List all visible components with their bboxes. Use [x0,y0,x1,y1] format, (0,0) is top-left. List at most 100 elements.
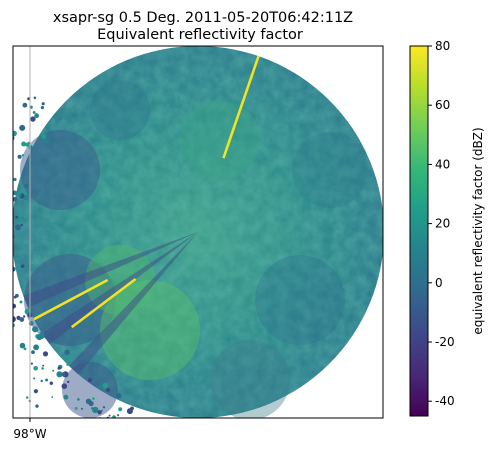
clutter-speckle [41,367,44,370]
clutter-speckle [105,387,110,392]
clutter-speckle [52,369,55,372]
chart-subtitle: Equivalent reflectivity factor [97,27,303,43]
reflectivity-field [13,46,383,418]
interference-spike [70,277,137,329]
clutter-speckle [15,257,18,261]
clutter-speckle [19,342,26,349]
x-tick-label: 98°W [13,427,46,441]
colorbar-tick-label: -20 [435,335,455,349]
clutter-speckle [102,382,109,389]
clutter-speckle [87,377,93,383]
chart-title: xsapr-sg 0.5 Deg. 2011-05-20T06:42:11Z [53,10,353,26]
clutter-speckle [40,379,43,383]
clutter-speckle [5,180,8,183]
clutter-speckle [13,303,17,309]
clutter-speckle [5,162,10,167]
clutter-speckle [101,409,103,412]
colorbar: 80 60 40 20 0 -20 -40 equivalent reflectivity … [409,39,485,417]
clutter-speckle [130,406,134,411]
clutter-speckle [63,394,69,400]
clutter-speckle [108,414,111,417]
colorbar-ticks: 80 60 40 20 0 -20 -40 [428,39,455,408]
clutter-speckle [0,286,3,291]
clutter-speckle [2,303,6,307]
clutter-speckle [33,344,39,351]
clutter-speckle [19,317,25,322]
echo-patch [210,340,290,418]
echo-patch [100,280,200,380]
clutter-speckle [24,183,29,188]
clutter-speckle [40,331,45,336]
clutter-speckle [0,193,1,197]
echo-patch [62,362,118,418]
clutter-speckle [42,364,45,367]
clutter-speckle [22,102,28,108]
clutter-speckle [56,124,59,127]
clutter-speckle [31,350,35,354]
clutter-speckles [0,96,134,421]
clutter-speckle [61,383,68,390]
clutter-speckle [13,130,17,137]
beam-blockage-wedge [68,232,198,375]
clutter-speckle [57,366,61,370]
clutter-speckle [51,396,54,398]
clutter-speckle [13,266,16,272]
clutter-speckle [49,381,53,385]
clutter-speckle [0,281,5,287]
clutter-speckle [19,213,23,218]
clutter-speckle [3,219,7,223]
clutter-speckle [45,378,49,382]
echo-patch [20,130,100,210]
clutter-speckle [25,142,30,147]
beam-blockage-wedge [42,232,198,344]
clutter-speckle [21,141,27,147]
echo-patch [90,80,150,140]
ppi-plot-area [0,46,383,421]
clutter-speckle [27,97,31,101]
clutter-speckle [17,154,22,159]
clutter-speckle [10,269,12,271]
colorbar-tick-label: 20 [435,217,450,231]
clutter-speckle [1,279,5,283]
clutter-speckle [66,362,70,366]
clutter-speckle [117,414,120,417]
clutter-speckle [81,419,83,421]
clutter-speckle [13,316,16,323]
clutter-speckle [41,102,45,106]
clutter-speckle [118,407,123,412]
clutter-speckle [33,366,38,371]
interference-spike [33,278,109,321]
clutter-speckle [5,319,9,323]
plot-frame [12,45,384,419]
clutter-speckle [23,315,26,318]
clutter-speckle [80,372,83,375]
clutter-speckle [44,139,49,144]
clutter-speckle [1,312,3,314]
colorbar-tick-label: 60 [435,98,450,112]
clutter-speckle [20,264,25,269]
clutter-speckle [23,347,27,351]
clutter-speckle [41,133,47,139]
clutter-speckle [97,410,102,415]
clutter-speckle [77,398,80,401]
clutter-speckle [32,111,36,114]
echo-patch [292,132,368,208]
clutter-speckle [80,407,84,410]
clutter-speckle [61,372,66,377]
clutter-speckle [20,223,23,227]
clutter-speckle [88,400,94,407]
interference-spikes [33,55,260,329]
clutter-speckle [33,96,37,100]
clutter-speckle [19,300,23,304]
clutter-speckle [2,286,6,290]
clutter-speckle [7,259,11,263]
clutter-speckle [33,377,36,380]
clutter-speckle [67,380,70,384]
clutter-speckle [92,406,99,414]
clutter-speckle [102,406,106,409]
clutter-speckle [14,224,22,231]
clutter-speckle [74,407,78,410]
clutter-speckle [30,116,36,122]
clutter-speckle [35,404,39,408]
